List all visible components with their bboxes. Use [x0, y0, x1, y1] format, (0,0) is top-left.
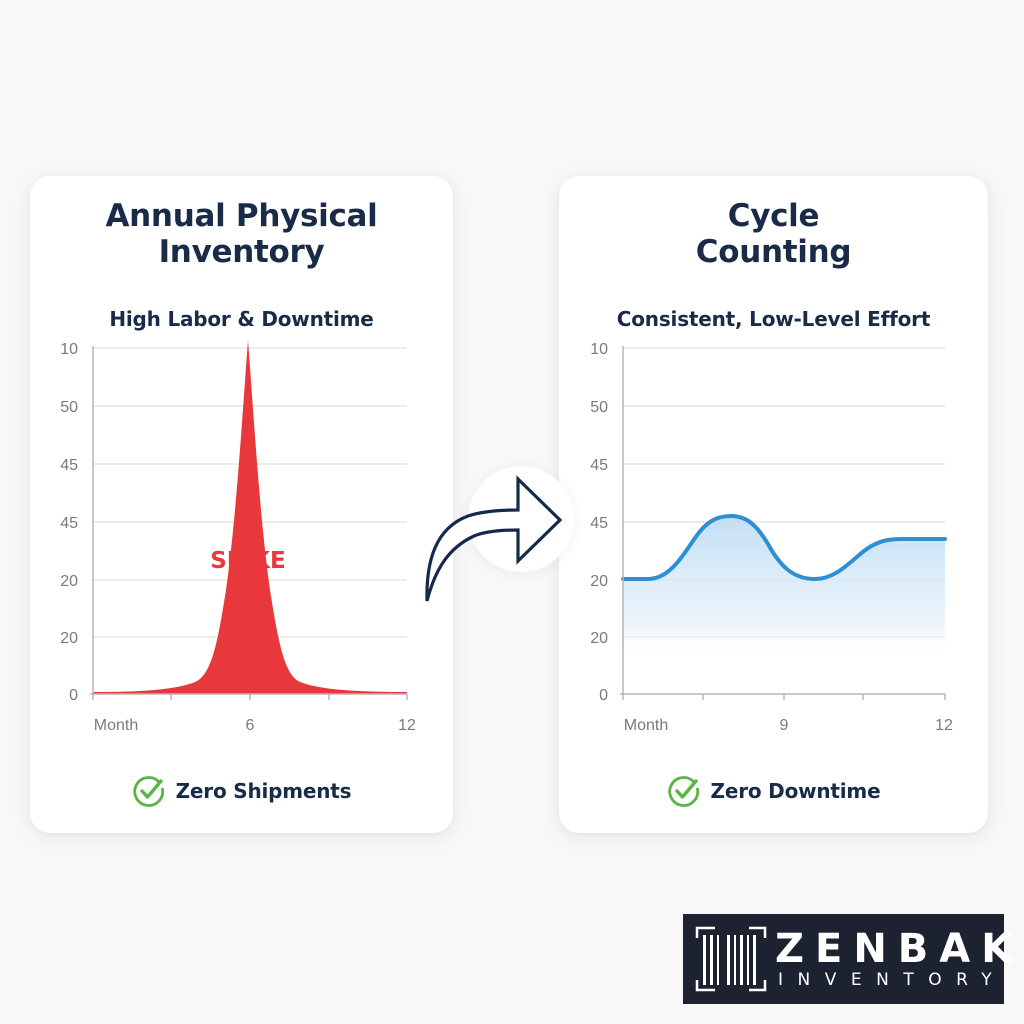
- card-title-line2: Counting: [695, 234, 852, 270]
- badge-label: Zero Downtime: [710, 779, 881, 803]
- zero-downtime-badge: Zero Downtime: [559, 774, 988, 808]
- badge-label: Zero Shipments: [175, 779, 352, 803]
- zenbaki-inventory-logo: ZENBAKI INVENTORY: [683, 914, 1024, 1004]
- card-title: Cycle Counting: [559, 198, 988, 270]
- barcode-scan-icon: [695, 926, 767, 992]
- chart-subtitle: Consistent, Low-Level Effort: [616, 307, 931, 331]
- card-title-line1: Cycle: [727, 198, 820, 234]
- logo-subtitle: INVENTORY: [778, 970, 1007, 990]
- curved-arrow-right-icon: [425, 475, 563, 602]
- check-circle-icon: [132, 776, 164, 807]
- card-title-line1: Annual Physical: [105, 198, 378, 234]
- check-circle-icon: [667, 776, 699, 807]
- zero-shipments-badge: Zero Shipments: [30, 774, 453, 808]
- logo-name: ZENBAKI: [775, 926, 1024, 972]
- chart-subtitle: High Labor & Downtime: [109, 307, 374, 331]
- card-title-line2: Inventory: [158, 234, 325, 270]
- card-title: Annual Physical Inventory: [30, 198, 453, 270]
- cycle-counting-card: Cycle Counting Consistent, Low-Level Eff…: [559, 176, 988, 833]
- annual-physical-inventory-card: Annual Physical Inventory High Labor & D…: [30, 176, 453, 833]
